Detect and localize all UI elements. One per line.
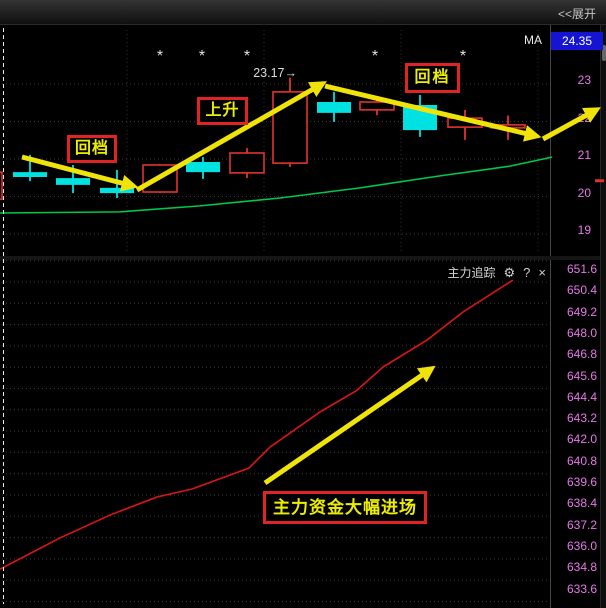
axis-tick-label: 642.0 (566, 432, 597, 447)
annotation-pullback-1: 回档 (67, 135, 117, 163)
fund-panel-title: 主力追踪 (447, 266, 496, 280)
pullback-1-arrow (21, 154, 139, 192)
signal-star-marker: * (244, 48, 250, 65)
rise-arrow (135, 81, 327, 193)
axis-tick-label: 636.0 (566, 538, 597, 553)
axis-tick-label: 637.2 (566, 517, 597, 532)
gear-icon[interactable]: ⚙ (503, 264, 516, 280)
axis-tick-label: 640.8 (566, 453, 597, 468)
axis-tick-label: 651.6 (566, 262, 597, 276)
signal-star-marker: * (460, 48, 466, 65)
close-icon[interactable]: × (538, 264, 546, 280)
axis-tick-label: 23 (577, 73, 591, 87)
axis-tick-label: 19 (577, 223, 591, 237)
expand-panel-button[interactable]: <<展开 (557, 7, 596, 21)
fund-value-axis: 651.6 650.4 649.2 648.0 646.8 645.6 644.4 643.2… (550, 0, 600, 608)
axis-tick-label: 649.2 (566, 304, 597, 319)
axis-tick-label: 639.6 (566, 475, 597, 489)
axis-tick-label: 648.0 (566, 325, 597, 340)
axis-tick-label: 644.4 (566, 389, 597, 404)
ma-value-badge: 24.35 (551, 32, 603, 50)
signal-star-marker: * (199, 48, 205, 65)
axis-tick-label: 638.4 (566, 496, 597, 511)
axis-tick-label: 650.4 (566, 283, 597, 298)
pullback-2-arrow (324, 83, 542, 142)
panel-splitter[interactable] (0, 256, 606, 260)
resume-up-arrow (541, 107, 601, 142)
price-callout-label: 23.17→ (253, 66, 297, 80)
annotation-pullback-2: 回档 (405, 63, 460, 93)
price-axis-separator (550, 25, 551, 608)
axis-tick-label: 20 (577, 185, 591, 200)
axis-tick-label: 645.6 (566, 368, 597, 383)
axis-tick-label: 634.8 (566, 560, 597, 575)
axis-tick-label: 21 (577, 148, 591, 162)
signal-star-marker: * (157, 48, 163, 65)
fund-inflow-arrow (263, 365, 436, 486)
fund-panel-header: 主力追踪 ⚙ ? × (0, 264, 547, 281)
annotation-main-fund-inflow: 主力资金大幅进场 (263, 491, 427, 524)
annotation-rise: 上升 (197, 97, 248, 125)
right-scrollbar[interactable] (600, 25, 606, 608)
ma-indicator-label: MA (524, 33, 542, 47)
scrollbar-thumb[interactable] (602, 45, 606, 61)
help-icon[interactable]: ? (523, 264, 531, 280)
axis-tick-label: 643.2 (566, 411, 597, 426)
axis-tick-label: 646.8 (566, 347, 597, 362)
top-toolbar: <<展开 (0, 0, 606, 25)
axis-tick-label: 633.6 (566, 581, 597, 596)
signal-star-marker: * (372, 48, 378, 65)
